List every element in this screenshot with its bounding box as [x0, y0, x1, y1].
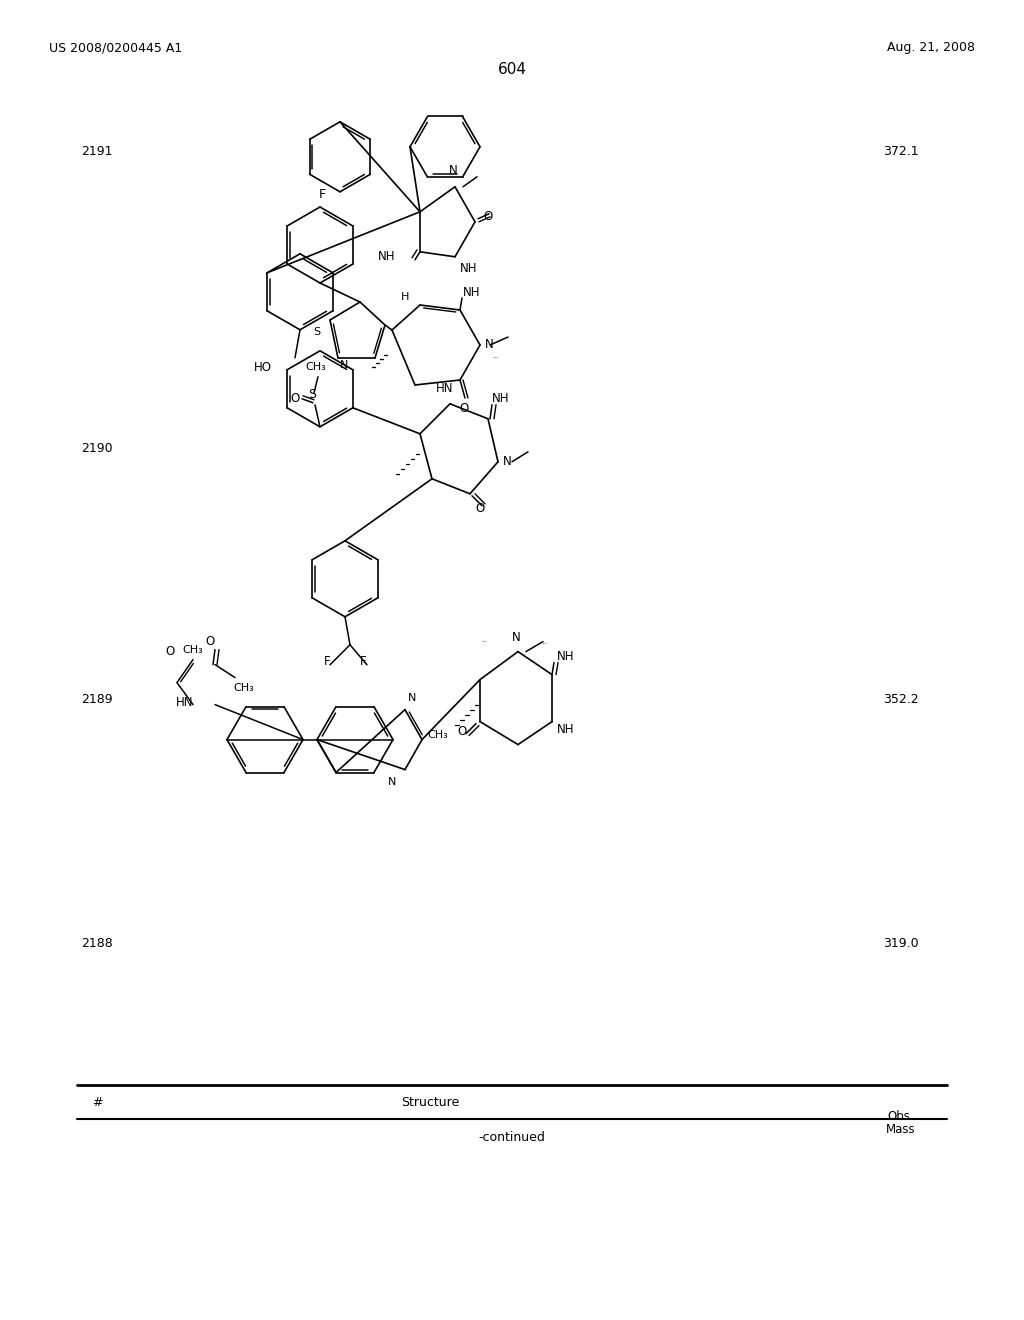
Text: N: N [408, 693, 416, 702]
Text: Aug. 21, 2008: Aug. 21, 2008 [887, 41, 975, 54]
Text: CH₃: CH₃ [182, 644, 204, 655]
Text: Structure: Structure [401, 1096, 459, 1109]
Text: US 2008/0200445 A1: US 2008/0200445 A1 [49, 41, 182, 54]
Text: NH: NH [557, 651, 574, 663]
Text: N: N [512, 631, 520, 644]
Text: 604: 604 [498, 62, 526, 78]
Text: 319.0: 319.0 [884, 937, 919, 950]
Text: CH₃: CH₃ [233, 682, 254, 693]
Text: O: O [291, 392, 300, 405]
Text: H: H [400, 292, 410, 302]
Text: S: S [313, 327, 321, 337]
Text: HN: HN [436, 383, 454, 395]
Text: F: F [324, 655, 331, 668]
Text: 2191: 2191 [82, 145, 113, 158]
Text: N: N [485, 338, 494, 351]
Text: HO: HO [254, 362, 272, 375]
Text: NH: NH [492, 392, 510, 405]
Text: N: N [388, 776, 396, 787]
Text: O: O [458, 725, 467, 738]
Text: O: O [460, 401, 469, 414]
Text: 352.2: 352.2 [884, 693, 919, 706]
Text: NH: NH [378, 251, 395, 263]
Text: S: S [308, 388, 316, 401]
Text: 372.1: 372.1 [884, 145, 919, 158]
Text: N: N [340, 360, 348, 370]
Text: Obs.: Obs. [888, 1110, 914, 1123]
Text: NH: NH [460, 263, 477, 276]
Text: O: O [206, 635, 215, 648]
Text: HN: HN [175, 696, 193, 709]
Text: CH₃: CH₃ [428, 730, 449, 739]
Text: N: N [503, 455, 512, 469]
Text: F: F [359, 655, 367, 668]
Text: N: N [449, 164, 458, 177]
Text: Mass: Mass [887, 1123, 915, 1137]
Text: 2188: 2188 [81, 937, 114, 950]
Text: #: # [92, 1096, 102, 1109]
Text: NH: NH [463, 285, 480, 298]
Text: 2189: 2189 [82, 693, 113, 706]
Text: -continued: -continued [478, 1131, 546, 1144]
Text: NH: NH [557, 723, 574, 737]
Text: O: O [165, 645, 175, 659]
Text: 2190: 2190 [82, 442, 113, 455]
Text: O: O [483, 210, 493, 223]
Text: O: O [475, 503, 484, 515]
Text: F: F [318, 189, 326, 202]
Text: CH₃: CH₃ [305, 362, 327, 372]
